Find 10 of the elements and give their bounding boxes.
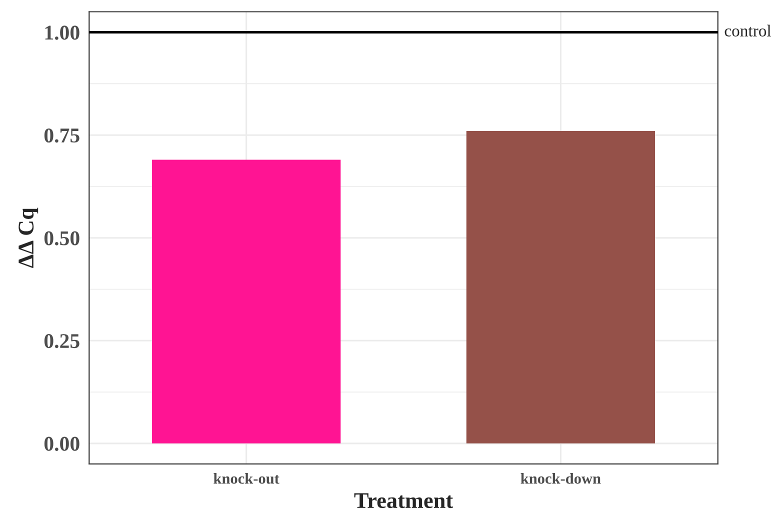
y-tick-label: 1.00 [45, 26, 80, 40]
y-tick-label: 0.25 [44, 334, 80, 348]
x-axis-title: Treatment [354, 493, 453, 508]
x-tick-label: knock-down [520, 473, 601, 484]
y-tick-label: 0.50 [44, 231, 80, 246]
y-axis-title: ΔΔ Cq [18, 208, 38, 268]
ref-line-label: control [724, 24, 772, 36]
y-tick-label: 0.00 [44, 436, 80, 451]
y-tick-label: 0.75 [44, 128, 80, 143]
x-tick-label: knock-out [214, 473, 280, 484]
